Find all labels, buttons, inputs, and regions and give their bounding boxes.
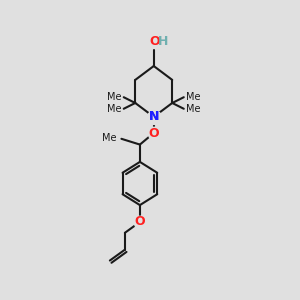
Text: H: H (158, 34, 168, 47)
Text: Me: Me (107, 92, 122, 101)
Text: N: N (148, 110, 159, 123)
Text: Me: Me (186, 104, 201, 115)
Text: O: O (135, 215, 145, 229)
Text: Me: Me (102, 133, 117, 142)
Text: Me: Me (107, 104, 122, 115)
Text: N: N (148, 110, 159, 123)
Text: O: O (148, 127, 159, 140)
Text: Me: Me (186, 92, 201, 101)
Text: O: O (150, 34, 160, 47)
